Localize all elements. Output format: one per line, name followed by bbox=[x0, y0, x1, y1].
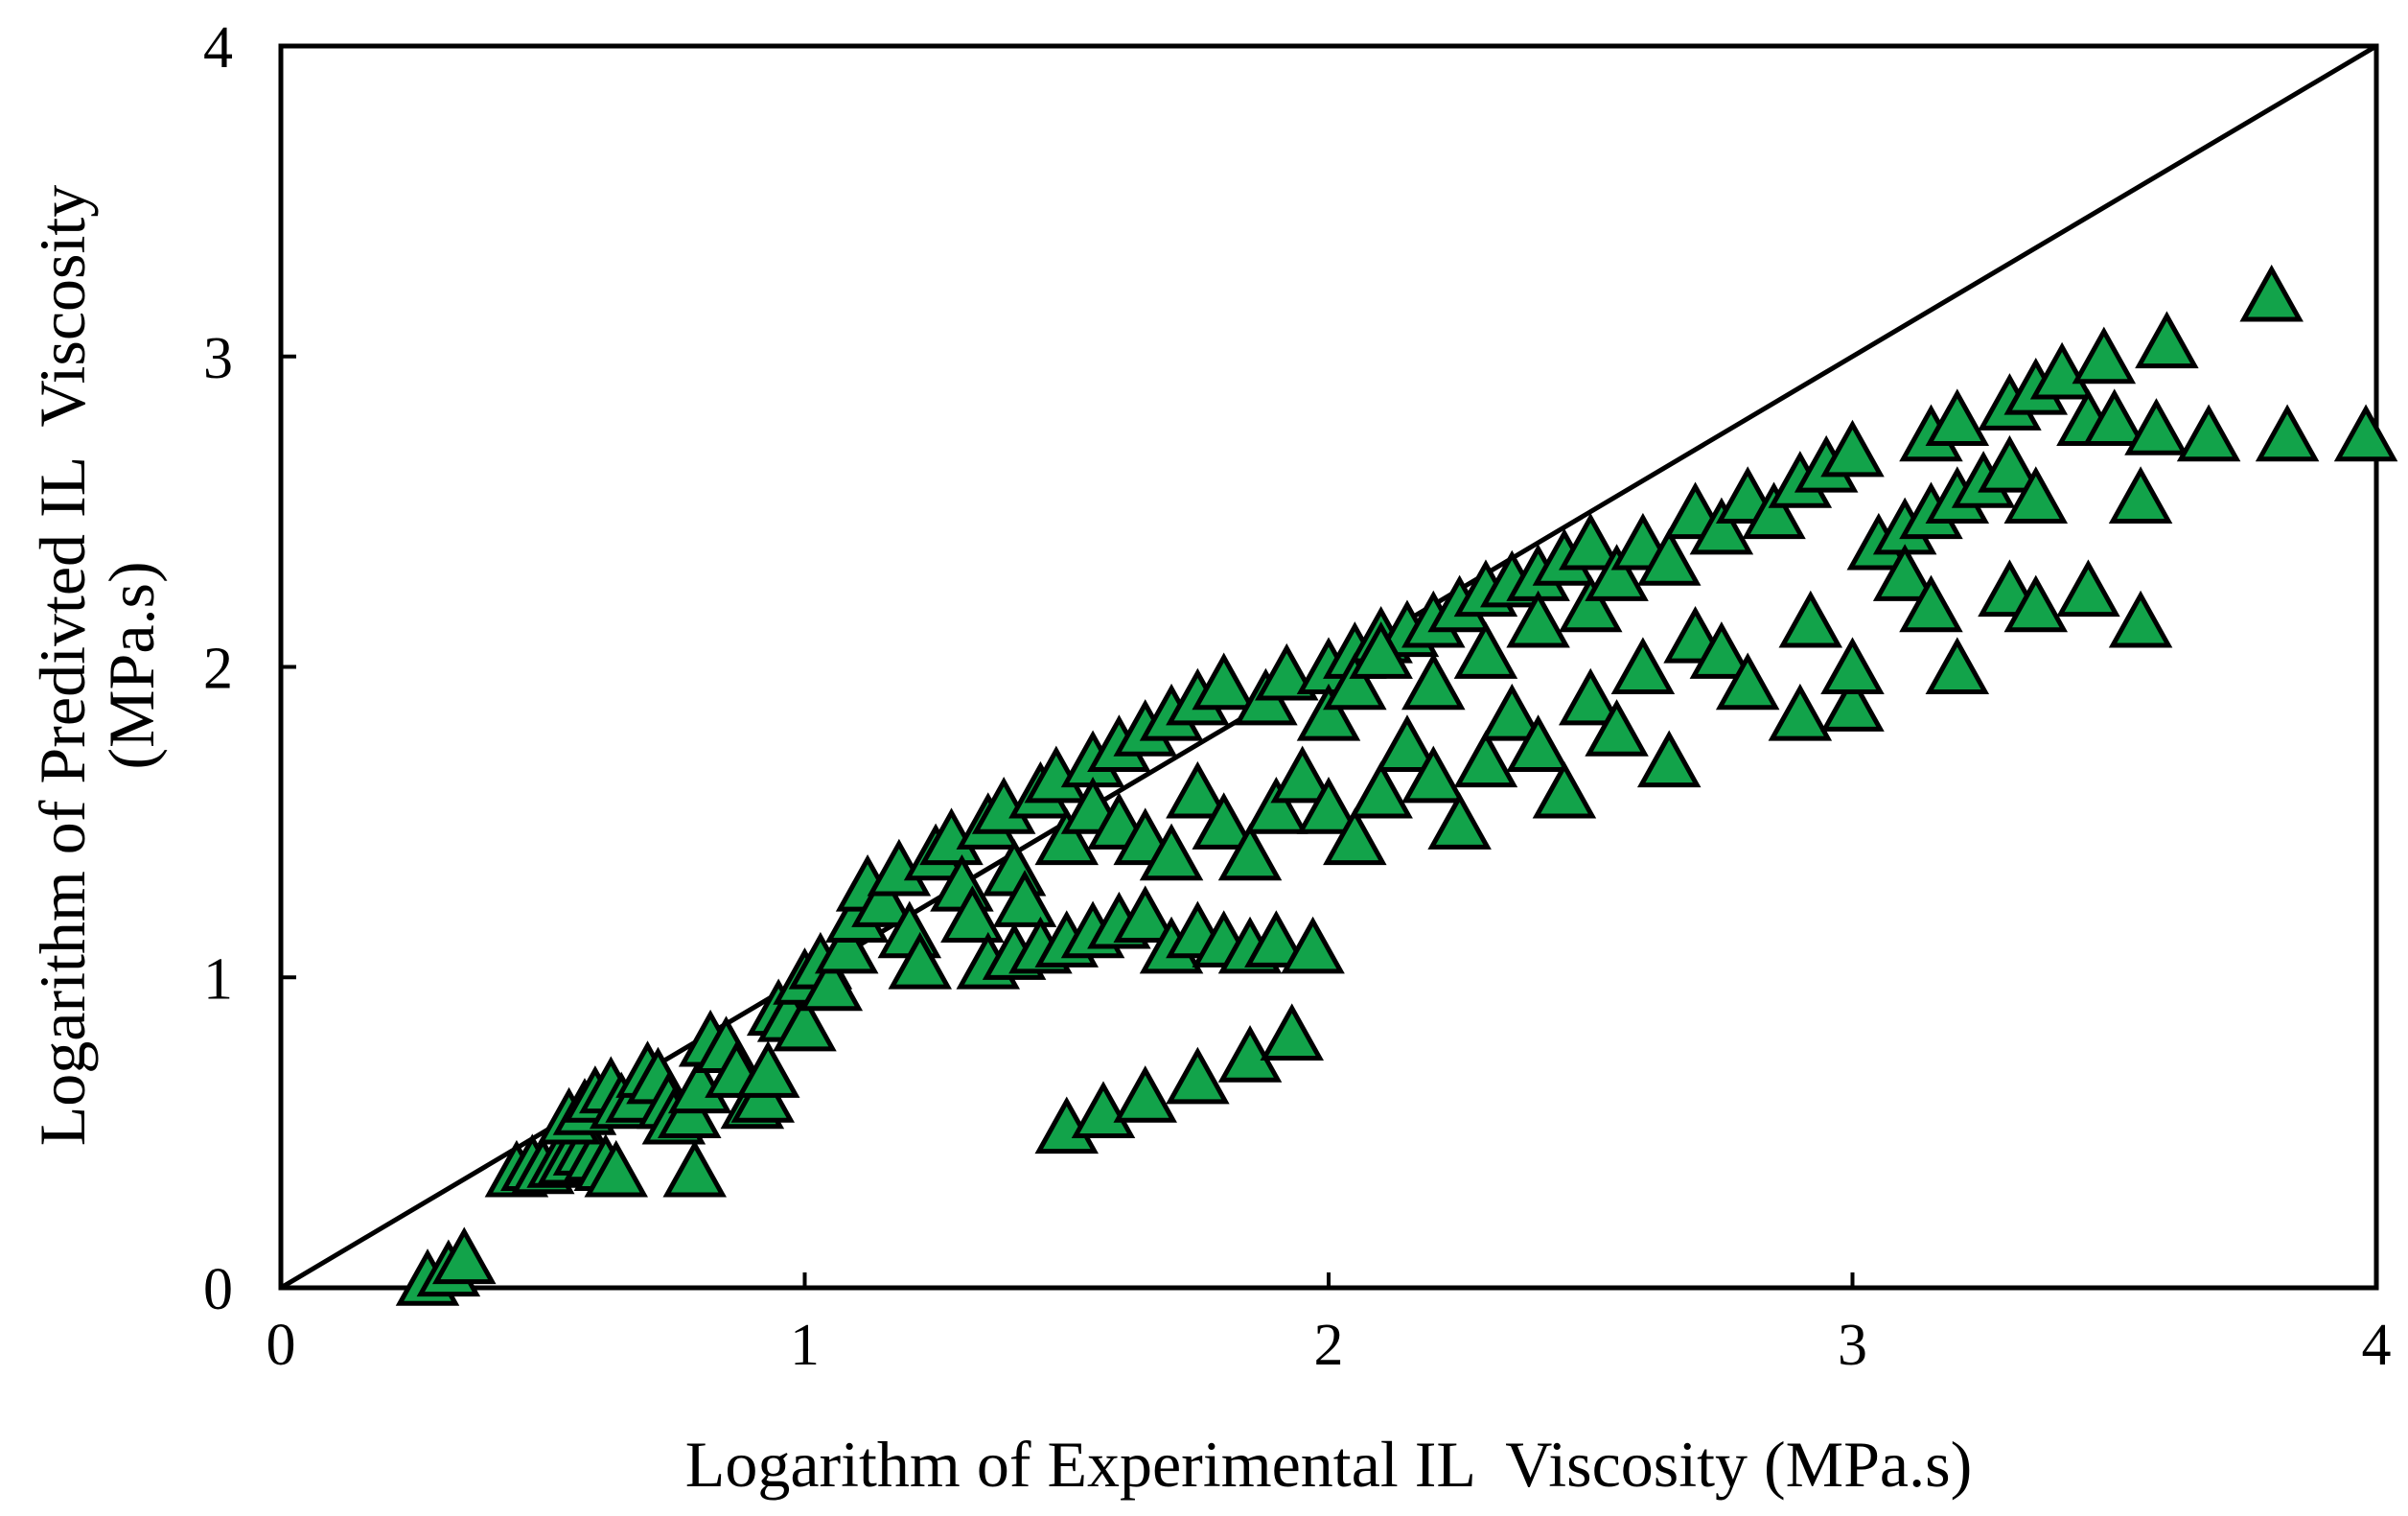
data-point-triangle bbox=[1166, 1046, 1230, 1105]
y-tick-label: 3 bbox=[203, 326, 233, 391]
y-tick-label: 4 bbox=[203, 15, 233, 81]
data-point-triangle bbox=[1034, 807, 1100, 866]
x-tick-label: 0 bbox=[266, 1313, 296, 1378]
data-point-triangle bbox=[992, 870, 1057, 927]
data-point-triangle bbox=[1296, 777, 1361, 834]
data-point-triangle bbox=[432, 1226, 497, 1285]
y-tick-label: 0 bbox=[203, 1257, 233, 1322]
data-point-triangle bbox=[1506, 590, 1570, 648]
data-point-triangle bbox=[1636, 528, 1702, 586]
data-point-triangle bbox=[2239, 264, 2304, 322]
data-point-triangle bbox=[1427, 792, 1492, 850]
data-point-triangle bbox=[1323, 652, 1387, 711]
y-axis-title-line1: Logarithm of Predivted IL Viscosity bbox=[26, 185, 99, 1147]
data-point-triangle bbox=[1899, 574, 1963, 633]
data-point-triangle bbox=[1689, 621, 1754, 679]
data-point-triangle bbox=[2003, 466, 2069, 524]
data-point-triangle bbox=[1217, 823, 1283, 881]
data-point-triangle bbox=[1401, 745, 1466, 804]
data-point-triangle bbox=[1260, 1003, 1325, 1061]
data-point-triangle bbox=[2135, 311, 2199, 369]
axis-ticks bbox=[279, 44, 2378, 1290]
data-point-triangle bbox=[1558, 574, 1623, 633]
data-point-triangle bbox=[2108, 590, 2173, 648]
data-point-triangle bbox=[2029, 341, 2095, 400]
data-point-triangle bbox=[2333, 404, 2398, 462]
data-point-triangle bbox=[1349, 760, 1413, 819]
x-tick-label: 2 bbox=[1314, 1313, 1344, 1378]
data-point-triangle bbox=[1480, 683, 1544, 741]
data-point-triangle bbox=[2072, 326, 2137, 385]
data-points bbox=[395, 264, 2398, 1306]
data-point-triangle bbox=[799, 953, 864, 1012]
data-point-triangle bbox=[2255, 404, 2320, 462]
data-point-triangle bbox=[1925, 388, 1990, 446]
y-tick-label: 1 bbox=[203, 946, 233, 1012]
data-point-triangle bbox=[1255, 642, 1319, 701]
data-point-triangle bbox=[1689, 497, 1754, 555]
data-point-triangle bbox=[888, 931, 952, 990]
data-point-triangle bbox=[1742, 481, 1806, 540]
data-point-triangle bbox=[1323, 807, 1387, 866]
data-point-triangle bbox=[1820, 637, 1885, 694]
data-point-triangle bbox=[1281, 916, 1345, 974]
data-point-triangle bbox=[1071, 1081, 1136, 1138]
data-point-triangle bbox=[1585, 544, 1649, 601]
data-point-triangle bbox=[1532, 760, 1597, 819]
data-point-triangle bbox=[2108, 466, 2173, 524]
data-point-triangle bbox=[2176, 404, 2241, 462]
data-point-triangle bbox=[1778, 590, 1843, 648]
data-point-triangle bbox=[1820, 419, 1885, 478]
data-point-triangle bbox=[814, 916, 879, 974]
data-point-triangle bbox=[1820, 674, 1885, 732]
data-point-triangle bbox=[1925, 637, 1990, 694]
x-tick-label: 1 bbox=[790, 1313, 820, 1378]
data-point-triangle bbox=[1636, 730, 1702, 788]
data-point-triangle bbox=[1349, 621, 1413, 679]
data-point-triangle bbox=[2082, 388, 2147, 446]
data-point-triangle bbox=[1558, 667, 1623, 726]
data-point-triangle bbox=[1401, 652, 1466, 711]
data-point-triangle bbox=[662, 1139, 727, 1198]
data-point-triangle bbox=[1506, 714, 1570, 772]
data-point-triangle bbox=[1453, 621, 1518, 679]
y-tick-label: 2 bbox=[203, 637, 233, 702]
data-point-triangle bbox=[2124, 398, 2188, 455]
data-point-triangle bbox=[1872, 544, 1937, 601]
data-point-triangle bbox=[584, 1139, 649, 1198]
x-axis-title: Logarithm of Experimental IL Viscosity (… bbox=[685, 1428, 1972, 1501]
data-point-triangle bbox=[2056, 559, 2120, 618]
y-axis-title-line2: (MPa.s) bbox=[95, 561, 168, 769]
data-point-triangle bbox=[1270, 745, 1334, 804]
data-point-triangle bbox=[1139, 823, 1204, 881]
data-point-triangle bbox=[1375, 714, 1440, 772]
x-tick-label: 3 bbox=[1838, 1313, 1867, 1378]
data-point-triangle bbox=[773, 993, 837, 1052]
data-point-triangle bbox=[1768, 683, 1833, 741]
data-point-triangle bbox=[1113, 1065, 1177, 1123]
data-point-triangle bbox=[1166, 760, 1230, 819]
x-tick-label: 4 bbox=[2362, 1313, 2392, 1378]
data-point-triangle bbox=[1978, 434, 2042, 493]
data-point-triangle bbox=[1715, 652, 1780, 711]
data-point-triangle bbox=[1113, 885, 1177, 943]
data-point-triangle bbox=[1192, 792, 1256, 850]
data-point-triangle bbox=[851, 870, 915, 927]
data-point-triangle bbox=[1244, 910, 1308, 968]
data-point-triangle bbox=[1296, 683, 1361, 741]
data-point-triangle bbox=[2003, 574, 2069, 633]
data-point-triangle bbox=[735, 1040, 800, 1098]
data-point-triangle bbox=[1192, 652, 1256, 711]
axis-tick-labels: 0 1 2 3 4 0 1 2 3 4 bbox=[203, 15, 2392, 1378]
data-point-triangle bbox=[1610, 637, 1676, 694]
data-point-triangle bbox=[1453, 730, 1518, 788]
data-point-triangle bbox=[1244, 777, 1308, 834]
data-point-triangle bbox=[1585, 699, 1649, 757]
data-point-triangle bbox=[940, 885, 1005, 943]
data-point-triangle bbox=[1558, 512, 1623, 571]
